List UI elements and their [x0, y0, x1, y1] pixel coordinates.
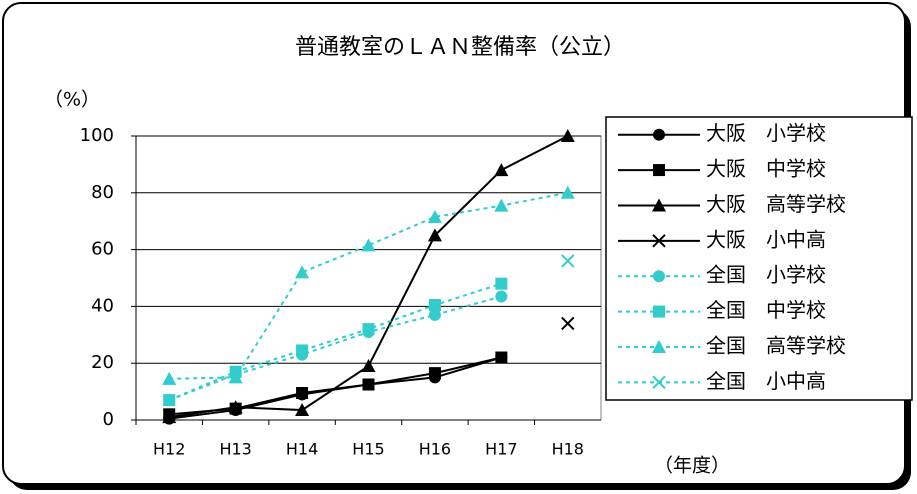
- data-point: [296, 387, 309, 400]
- data-point: [494, 198, 509, 212]
- legend-label: 全国 高等学校: [706, 333, 846, 357]
- x-tick-label: H18: [552, 440, 584, 459]
- x-tick-label: H16: [419, 440, 451, 459]
- data-point: [427, 228, 442, 242]
- legend-marker: [653, 270, 665, 283]
- legend-marker: [653, 128, 665, 141]
- data-point: [162, 410, 177, 424]
- legend-label: 全国 中学校: [706, 298, 826, 322]
- chart-title: 普通教室のＬＡＮ整備率（公立）: [295, 35, 625, 60]
- y-axis-label: （%）: [44, 89, 100, 111]
- x-tick-label: H13: [219, 440, 251, 459]
- data-point: [362, 378, 375, 391]
- y-tick-label: 60: [91, 239, 114, 260]
- series-line: [168, 295, 502, 402]
- legend-label: 大阪 中学校: [706, 157, 826, 181]
- plot-background: [135, 135, 602, 421]
- data-point: [228, 370, 243, 384]
- y-tick-label: 20: [91, 352, 114, 373]
- data-point: [428, 367, 441, 380]
- data-point: [228, 400, 243, 414]
- data-point: [561, 316, 575, 331]
- y-tick-label: 100: [80, 125, 114, 146]
- series-line: [168, 282, 502, 402]
- data-point: [494, 163, 509, 177]
- x-tick-label: H14: [286, 440, 318, 459]
- legend-marker: [653, 305, 665, 318]
- legend-label: 大阪 高等学校: [706, 192, 846, 216]
- x-tick-label: H15: [352, 440, 384, 459]
- legend-label: 大阪 小中高: [706, 227, 826, 251]
- x-axis-label: （年度）: [654, 455, 730, 477]
- data-point: [295, 265, 310, 279]
- legend-marker: [652, 234, 666, 248]
- legend-marker: [652, 198, 666, 212]
- y-tick-label: 80: [91, 182, 114, 203]
- data-point: [427, 209, 442, 223]
- data-point: [162, 371, 177, 385]
- data-point: [495, 351, 508, 364]
- data-point: [495, 277, 508, 290]
- data-point: [295, 403, 310, 417]
- legend-label: 全国 小学校: [706, 263, 826, 287]
- legend-marker: [653, 164, 665, 177]
- data-point: [560, 185, 575, 199]
- data-point: [495, 290, 508, 303]
- legend-label: 大阪 小学校: [706, 121, 826, 145]
- data-point: [361, 238, 376, 252]
- data-point: [362, 323, 375, 336]
- data-point: [163, 394, 176, 407]
- data-point: [428, 298, 441, 311]
- legend-label: 全国 小中高: [706, 369, 826, 393]
- data-point: [361, 359, 376, 373]
- y-tick-label: 40: [91, 295, 114, 316]
- x-tick-label: H17: [485, 440, 517, 459]
- data-point: [428, 308, 441, 321]
- legend-marker: [652, 375, 666, 390]
- data-point: [561, 254, 575, 268]
- data-point: [296, 344, 309, 357]
- data-point: [560, 129, 575, 142]
- legend-marker: [652, 339, 666, 353]
- x-tick-label: H12: [153, 440, 185, 459]
- y-tick-label: 0: [103, 409, 114, 430]
